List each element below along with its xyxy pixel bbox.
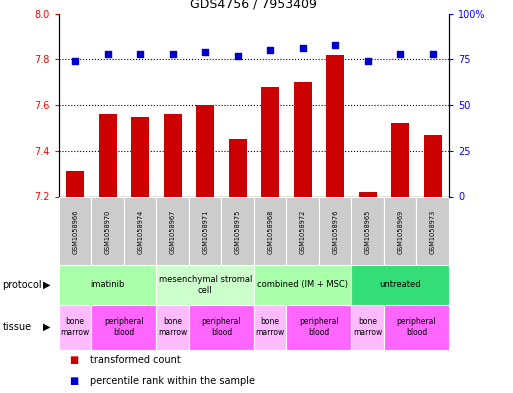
Text: transformed count: transformed count: [90, 354, 181, 365]
Text: imatinib: imatinib: [90, 281, 125, 289]
Bar: [351, 265, 449, 305]
Bar: [359, 192, 377, 196]
Text: bone
marrow: bone marrow: [158, 318, 187, 337]
Bar: [384, 196, 417, 265]
Text: GSM1058969: GSM1058969: [397, 210, 403, 254]
Text: peripheral
blood: peripheral blood: [397, 318, 436, 337]
Point: [331, 42, 339, 48]
Point: [364, 58, 372, 64]
Bar: [286, 305, 351, 350]
Text: ▶: ▶: [44, 280, 51, 290]
Text: peripheral
blood: peripheral blood: [104, 318, 144, 337]
Bar: [254, 196, 286, 265]
Bar: [261, 87, 279, 196]
Bar: [351, 305, 384, 350]
Bar: [319, 196, 351, 265]
Bar: [417, 196, 449, 265]
Bar: [294, 82, 311, 196]
Bar: [254, 265, 351, 305]
Bar: [156, 305, 189, 350]
Point: [201, 49, 209, 55]
Point: [233, 53, 242, 59]
Bar: [391, 123, 409, 196]
Bar: [351, 196, 384, 265]
Point: [71, 58, 80, 64]
Bar: [164, 114, 182, 196]
Text: bone
marrow: bone marrow: [353, 318, 382, 337]
Point: [299, 45, 307, 51]
Text: ■: ■: [69, 354, 78, 365]
Bar: [59, 265, 156, 305]
Text: peripheral
blood: peripheral blood: [202, 318, 241, 337]
Point: [266, 47, 274, 53]
Bar: [326, 55, 344, 196]
Text: GSM1058974: GSM1058974: [137, 210, 143, 254]
Text: untreated: untreated: [379, 281, 421, 289]
Bar: [156, 265, 254, 305]
Bar: [91, 305, 156, 350]
Bar: [156, 196, 189, 265]
Bar: [99, 114, 116, 196]
Text: GDS4756 / 7953409: GDS4756 / 7953409: [190, 0, 318, 11]
Point: [169, 51, 177, 57]
Bar: [424, 135, 442, 196]
Bar: [59, 305, 91, 350]
Text: GSM1058968: GSM1058968: [267, 210, 273, 254]
Text: GSM1058970: GSM1058970: [105, 210, 111, 254]
Bar: [189, 196, 222, 265]
Text: mesenchymal stromal
cell: mesenchymal stromal cell: [159, 275, 252, 295]
Bar: [124, 196, 156, 265]
Text: GSM1058975: GSM1058975: [234, 210, 241, 254]
Text: GSM1058973: GSM1058973: [429, 210, 436, 254]
Bar: [196, 105, 214, 196]
Text: ▶: ▶: [44, 322, 51, 332]
Bar: [91, 196, 124, 265]
Text: GSM1058976: GSM1058976: [332, 210, 338, 254]
Text: protocol: protocol: [3, 280, 42, 290]
Text: bone
marrow: bone marrow: [255, 318, 285, 337]
Text: GSM1058965: GSM1058965: [365, 210, 371, 254]
Bar: [254, 305, 286, 350]
Text: percentile rank within the sample: percentile rank within the sample: [90, 376, 255, 386]
Point: [136, 51, 144, 57]
Text: bone
marrow: bone marrow: [61, 318, 90, 337]
Bar: [384, 305, 449, 350]
Bar: [66, 171, 84, 196]
Bar: [229, 140, 247, 196]
Text: combined (IM + MSC): combined (IM + MSC): [257, 281, 348, 289]
Point: [428, 51, 437, 57]
Text: ■: ■: [69, 376, 78, 386]
Bar: [59, 196, 91, 265]
Text: GSM1058966: GSM1058966: [72, 210, 78, 254]
Text: GSM1058972: GSM1058972: [300, 210, 306, 254]
Text: GSM1058967: GSM1058967: [170, 210, 176, 254]
Text: tissue: tissue: [3, 322, 32, 332]
Point: [104, 51, 112, 57]
Bar: [222, 196, 254, 265]
Bar: [286, 196, 319, 265]
Bar: [189, 305, 254, 350]
Bar: [131, 117, 149, 196]
Text: peripheral
blood: peripheral blood: [299, 318, 339, 337]
Point: [396, 51, 404, 57]
Text: GSM1058971: GSM1058971: [202, 210, 208, 254]
